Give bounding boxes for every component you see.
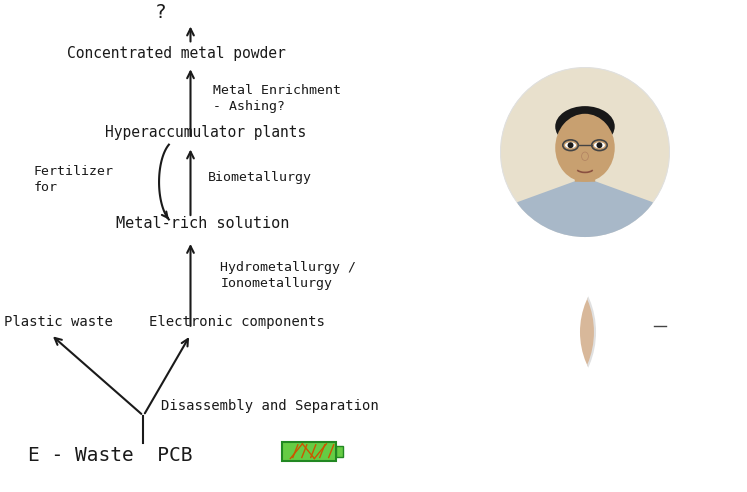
Circle shape <box>596 142 602 148</box>
Ellipse shape <box>565 142 576 148</box>
Ellipse shape <box>632 296 688 360</box>
Ellipse shape <box>530 307 555 349</box>
Circle shape <box>492 322 498 328</box>
Circle shape <box>671 323 676 328</box>
FancyBboxPatch shape <box>651 336 669 360</box>
Text: Electronic components: Electronic components <box>149 315 325 329</box>
Circle shape <box>568 142 574 148</box>
Ellipse shape <box>594 142 605 148</box>
Bar <box>282 442 336 461</box>
Wedge shape <box>517 178 653 250</box>
Circle shape <box>644 323 649 328</box>
Text: Metal-rich solution: Metal-rich solution <box>116 216 289 231</box>
Ellipse shape <box>459 305 489 351</box>
Ellipse shape <box>506 332 513 340</box>
Ellipse shape <box>657 332 663 340</box>
Circle shape <box>500 67 670 237</box>
FancyBboxPatch shape <box>500 336 520 362</box>
Ellipse shape <box>669 323 679 328</box>
Text: Hyperaccumulator plants: Hyperaccumulator plants <box>105 125 306 140</box>
Text: ?: ? <box>155 3 167 22</box>
Wedge shape <box>442 358 578 430</box>
Text: Metal Enrichment
- Ashing?: Metal Enrichment - Ashing? <box>213 84 341 113</box>
Text: Hydrometallurgy /
Ionometallurgy: Hydrometallurgy / Ionometallurgy <box>220 261 356 290</box>
Text: Plastic waste: Plastic waste <box>4 315 113 329</box>
Ellipse shape <box>519 322 530 328</box>
Circle shape <box>521 322 527 328</box>
Ellipse shape <box>631 290 689 330</box>
FancyBboxPatch shape <box>574 156 595 182</box>
Circle shape <box>580 252 740 412</box>
Ellipse shape <box>641 323 651 328</box>
Bar <box>336 446 343 457</box>
Text: Disassembly and Separation: Disassembly and Separation <box>161 399 379 413</box>
Ellipse shape <box>559 120 611 181</box>
Circle shape <box>425 247 595 417</box>
Ellipse shape <box>582 152 589 160</box>
Ellipse shape <box>475 284 545 342</box>
Ellipse shape <box>555 114 615 182</box>
Wedge shape <box>596 356 724 424</box>
Ellipse shape <box>483 300 536 361</box>
Ellipse shape <box>635 302 685 359</box>
Ellipse shape <box>490 322 501 328</box>
Text: Concentrated metal powder: Concentrated metal powder <box>67 46 286 61</box>
Ellipse shape <box>555 106 615 147</box>
Text: E - Waste  PCB: E - Waste PCB <box>28 446 193 464</box>
Text: Fertilizer
for: Fertilizer for <box>34 165 114 194</box>
Ellipse shape <box>480 294 540 362</box>
Text: Biometallurgy: Biometallurgy <box>208 171 311 184</box>
